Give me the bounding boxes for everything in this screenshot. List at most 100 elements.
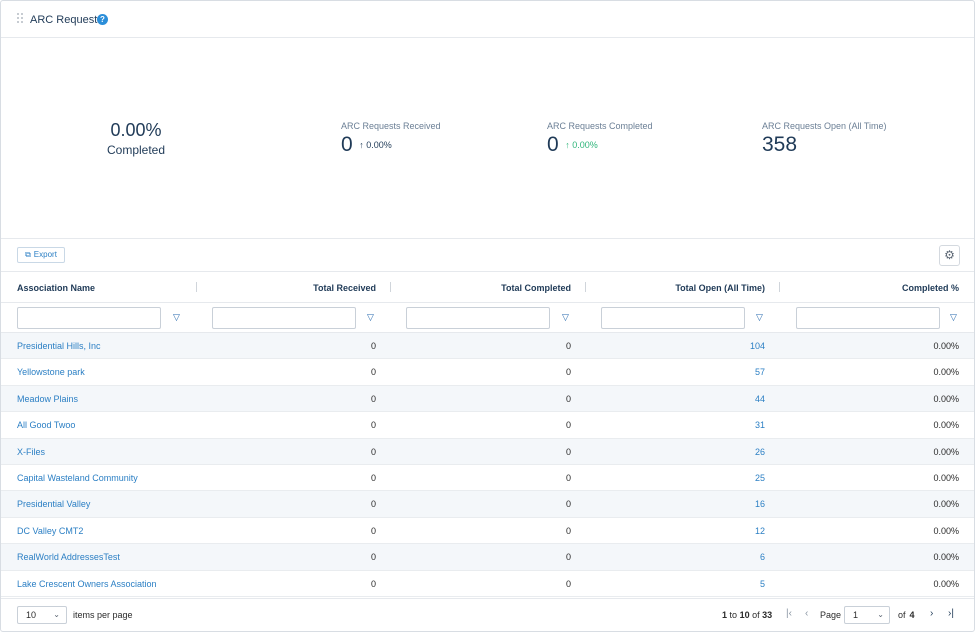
current-page: 1 <box>853 610 859 620</box>
table-row[interactable]: Capital Wasteland Community 0 0 25 0.00% <box>1 465 974 492</box>
column-resize-handle[interactable] <box>196 282 197 292</box>
association-name-link[interactable]: DC Valley CMT2 <box>17 525 84 536</box>
table-row[interactable]: Presidential Hills, Inc 0 0 104 0.00% <box>1 333 974 360</box>
total-open-link[interactable]: 44 <box>754 393 765 404</box>
drag-handle-icon[interactable] <box>17 13 25 25</box>
column-resize-handle[interactable] <box>779 282 780 292</box>
gear-icon: ⚙ <box>944 248 955 262</box>
page-count: of 4 <box>898 610 915 620</box>
kpi-received: ARC Requests Received 0 ↑ 0.00% <box>341 121 441 157</box>
next-page-icon[interactable]: › <box>930 608 934 619</box>
arrow-up-icon: ↑ <box>565 140 570 150</box>
pager: 10 ⌄ items per page 1 to 10 of 33 |‹ ‹ Pa… <box>1 598 974 631</box>
kpi-completed-value: 0 <box>547 133 559 156</box>
total-completed-cell: 0 <box>565 446 571 457</box>
association-name-link[interactable]: RealWorld AddressesTest <box>17 552 120 563</box>
widget-title: ARC Requests <box>30 14 103 26</box>
table-row[interactable]: Yellowstone park 0 0 57 0.00% <box>1 359 974 386</box>
total-completed-cell: 0 <box>565 472 571 483</box>
completed-pct-cell: 0.00% <box>933 393 959 404</box>
column-header-association-name[interactable]: Association Name <box>17 283 96 293</box>
completed-percentage: 0.00% <box>110 120 162 140</box>
table-row[interactable]: DC Valley CMT2 0 0 12 0.00% <box>1 518 974 545</box>
total-open-link[interactable]: 31 <box>754 420 765 431</box>
kpi-open-label: ARC Requests Open (All Time) <box>762 121 887 131</box>
items-per-page-label: items per page <box>73 610 133 620</box>
association-name-link[interactable]: Yellowstone park <box>17 367 85 378</box>
association-name-link[interactable]: Capital Wasteland Community <box>17 472 138 483</box>
page-size-value: 10 <box>26 610 37 620</box>
total-completed-cell: 0 <box>565 525 571 536</box>
column-resize-handle[interactable] <box>585 282 586 292</box>
total-completed-cell: 0 <box>565 341 571 351</box>
kpi-completed: ARC Requests Completed 0 ↑ 0.00% <box>547 121 653 157</box>
total-open-link[interactable]: 26 <box>754 446 765 457</box>
filter-input-total-open[interactable] <box>601 307 745 329</box>
completed-pct-cell: 0.00% <box>933 499 959 510</box>
filter-input-association-name[interactable] <box>17 307 161 329</box>
filter-icon[interactable]: ▽ <box>173 312 180 322</box>
total-received-cell: 0 <box>370 446 376 457</box>
table-row[interactable]: Presidential Valley 0 0 16 0.00% <box>1 491 974 518</box>
help-icon[interactable]: ? <box>97 14 108 25</box>
column-header-total-open[interactable]: Total Open (All Time) <box>675 283 765 293</box>
filter-icon[interactable]: ▽ <box>562 312 569 322</box>
first-page-icon[interactable]: |‹ <box>786 608 792 619</box>
completed-pct-cell: 0.00% <box>933 552 959 563</box>
total-pages: 4 <box>909 610 915 620</box>
column-resize-handle[interactable] <box>390 282 391 292</box>
association-name-link[interactable]: Meadow Plains <box>17 393 79 404</box>
range-to: to <box>729 610 738 620</box>
range-start: 1 <box>722 610 728 620</box>
kpi-received-value: 0 <box>341 133 353 156</box>
total-received-cell: 0 <box>370 367 376 378</box>
total-completed-cell: 0 <box>565 578 571 589</box>
page-select[interactable]: 1 ⌄ <box>844 606 890 624</box>
total-open-link[interactable]: 5 <box>759 578 765 589</box>
filter-input-total-received[interactable] <box>212 307 356 329</box>
total-open-link[interactable]: 16 <box>754 499 765 510</box>
table-row[interactable]: Meadow Plains 0 0 44 0.00% <box>1 385 974 413</box>
completed-pct-cell: 0.00% <box>933 446 959 457</box>
total-completed-cell: 0 <box>565 499 571 510</box>
export-button[interactable]: ⧉ Export <box>17 247 65 263</box>
total-open-link[interactable]: 12 <box>754 525 765 536</box>
kpi-completed-delta-value: 0.00% <box>572 140 598 150</box>
filter-input-completed-pct[interactable] <box>796 307 940 329</box>
chevron-down-icon: ⌄ <box>877 610 884 619</box>
kpi-open-value: 358 <box>762 133 798 156</box>
kpi-received-delta-value: 0.00% <box>366 140 392 150</box>
table-header: Association Name Total Received Total Co… <box>1 271 974 303</box>
kpi-received-delta: ↑ 0.00% <box>359 140 392 150</box>
filter-icon[interactable]: ▽ <box>367 312 374 322</box>
filter-icon[interactable]: ▽ <box>756 312 763 322</box>
filter-icon[interactable]: ▽ <box>950 312 957 322</box>
table-row[interactable]: Lake Crescent Owners Association 0 0 5 0.00% <box>1 571 974 597</box>
column-header-total-received[interactable]: Total Received <box>313 283 376 293</box>
table-row[interactable]: RealWorld AddressesTest 0 0 6 0.00% <box>1 544 974 571</box>
total-received-cell: 0 <box>370 499 376 510</box>
association-name-link[interactable]: Presidential Valley <box>17 499 91 510</box>
column-header-total-completed[interactable]: Total Completed <box>501 283 571 293</box>
filter-input-total-completed[interactable] <box>406 307 550 329</box>
page-size-select[interactable]: 10 ⌄ <box>17 606 67 624</box>
pager-range: 1 to 10 of 33 <box>722 610 772 620</box>
last-page-icon[interactable]: ›| <box>948 608 954 619</box>
external-link-icon: ⧉ <box>25 250 31 259</box>
total-completed-cell: 0 <box>565 552 571 563</box>
table-row[interactable]: X-Files 0 0 26 0.00% <box>1 438 974 465</box>
association-name-link[interactable]: Presidential Hills, Inc <box>17 341 101 351</box>
settings-button[interactable]: ⚙ <box>939 245 960 266</box>
completed-pct-cell: 0.00% <box>933 525 959 536</box>
total-open-link[interactable]: 6 <box>759 552 765 563</box>
association-name-link[interactable]: All Good Twoo <box>17 420 76 431</box>
total-received-cell: 0 <box>370 578 376 589</box>
table-row[interactable]: All Good Twoo 0 0 31 0.00% <box>1 412 974 439</box>
association-name-link[interactable]: X-Files <box>17 446 46 457</box>
total-open-link[interactable]: 104 <box>749 341 765 351</box>
previous-page-icon[interactable]: ‹ <box>805 608 809 619</box>
total-open-link[interactable]: 25 <box>754 472 765 483</box>
association-name-link[interactable]: Lake Crescent Owners Association <box>17 578 157 589</box>
column-header-completed-pct[interactable]: Completed % <box>901 283 959 293</box>
total-open-link[interactable]: 57 <box>754 367 765 378</box>
